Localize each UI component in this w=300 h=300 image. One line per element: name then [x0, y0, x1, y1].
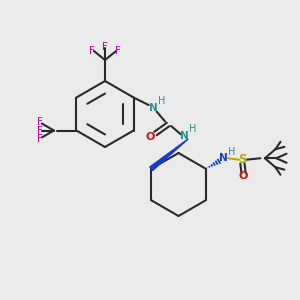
Text: F: F	[38, 117, 44, 127]
Text: H: H	[228, 147, 236, 157]
Text: O: O	[146, 132, 155, 142]
Text: N: N	[149, 103, 158, 113]
Text: F: F	[102, 41, 108, 52]
Text: F: F	[89, 46, 95, 56]
Text: H: H	[189, 124, 197, 134]
Text: O: O	[239, 171, 248, 181]
Text: H: H	[158, 96, 165, 106]
Polygon shape	[150, 139, 188, 170]
Text: N: N	[180, 131, 189, 141]
Text: F: F	[38, 134, 44, 144]
Text: N: N	[219, 153, 228, 163]
Text: F: F	[37, 125, 43, 136]
Text: F: F	[115, 46, 121, 56]
Text: S: S	[238, 153, 247, 166]
